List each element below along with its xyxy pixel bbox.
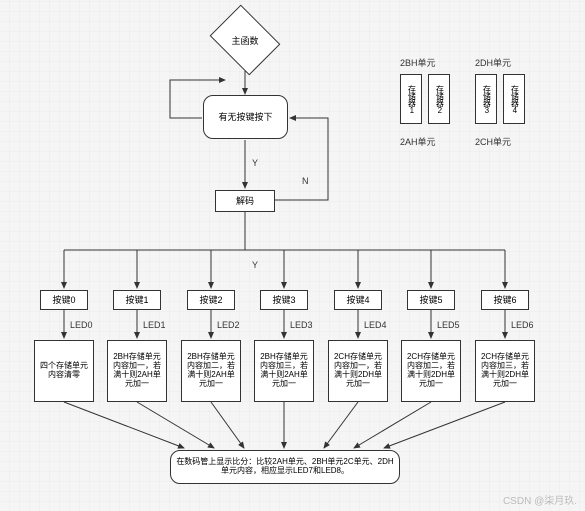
node-key-2: 按键2 [187,290,235,310]
flowchart-canvas: 主函数 有无按键按下 解码 Y N Y 2BH单元 2DH单元 2AH单元 2C… [0,0,585,511]
node-desc-4: 2CH存储单元内容加一，若满十则2DH单元加一 [328,340,388,402]
node-keycheck: 有无按键按下 [203,95,288,139]
legend-b1: 2AH单元 [400,135,436,148]
node-desc-5: 2CH存储单元内容加二，若满十则2DH单元加一 [401,340,461,402]
node-main: 主函数 [217,18,273,62]
node-key-6: 按键6 [481,290,529,310]
legend-box-2: 存储器2 [428,74,450,124]
node-bottom: 在数码管上显示比分：比较2AH单元、2BH单元2C单元、2DH单元内容，相应显示… [170,450,400,484]
legend-b2: 2CH单元 [475,135,511,148]
legend-t1: 2BH单元 [400,56,436,69]
label-led-6: LED6 [511,320,534,330]
edges-layer [0,0,585,511]
legend-box-3: 存储器3 [475,74,497,124]
node-desc-6: 2CH存储单元内容加三，若满十则2DH单元加一 [475,340,535,402]
node-bottom-label: 在数码管上显示比分：比较2AH单元、2BH单元2C单元、2DH单元内容，相应显示… [173,458,397,476]
node-desc-3: 2BH存储单元内容加三，若满十则2AH单元加一 [254,340,314,402]
node-desc-0: 四个存储单元内容清零 [34,340,94,402]
label-led-0: LED0 [70,320,93,330]
label-led-3: LED3 [290,320,313,330]
label-led-4: LED4 [364,320,387,330]
node-key-1: 按键1 [113,290,161,310]
node-keycheck-label: 有无按键按下 [218,112,272,123]
label-led-5: LED5 [437,320,460,330]
legend-box-4: 存储器4 [503,74,525,124]
node-desc-2: 2BH存储单元内容加二，若满十则2AH单元加一 [181,340,241,402]
label-led-1: LED1 [143,320,166,330]
node-decode: 解码 [215,190,275,212]
node-key-4: 按键4 [334,290,382,310]
node-key-3: 按键3 [260,290,308,310]
legend-t2: 2DH单元 [475,56,511,69]
node-key-5: 按键5 [407,290,455,310]
legend-box-1: 存储器1 [400,74,422,124]
label-n1: N [302,176,309,186]
node-desc-1: 2BH存储单元内容加一，若满十则2AH单元加一 [107,340,167,402]
label-y2: Y [252,260,258,270]
node-key-0: 按键0 [40,290,88,310]
label-y1: Y [252,158,258,168]
label-led-2: LED2 [217,320,240,330]
watermark: CSDN @柒月玖. [503,492,577,507]
node-decode-label: 解码 [236,196,254,207]
